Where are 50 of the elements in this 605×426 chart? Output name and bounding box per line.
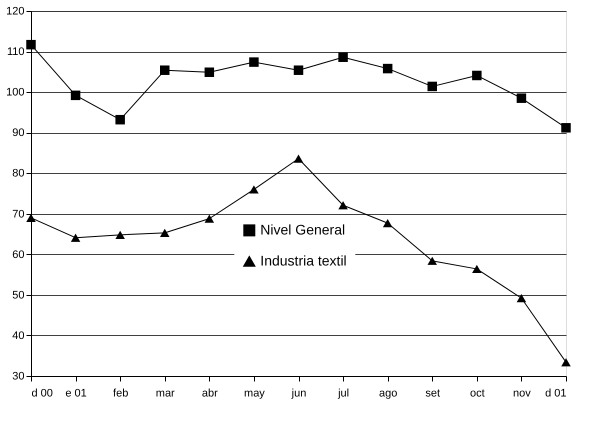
point (338, 52, 348, 62)
x-tick-label: ago (378, 388, 398, 400)
x-tick-label: abr (202, 388, 218, 400)
y-tick-label: 120 (6, 6, 24, 18)
y-tick-label: 50 (12, 289, 24, 302)
point (294, 65, 304, 75)
y-tick-label: 30 (12, 370, 24, 382)
legend-label: Nivel General (260, 221, 346, 238)
legend-label: Industria textil (260, 252, 347, 268)
point (382, 219, 392, 228)
point (516, 294, 526, 302)
x-tick-label: d 01 (545, 388, 566, 400)
point (561, 123, 571, 133)
point (472, 70, 482, 80)
point (115, 230, 125, 239)
x-tick-label: nov (513, 388, 532, 400)
x-tick-label: d 00 (32, 388, 53, 400)
x-tick-label: mar (156, 388, 176, 400)
point (160, 228, 170, 237)
x-tick-label: jul (337, 388, 350, 400)
point (294, 154, 304, 163)
point (338, 201, 348, 210)
point (428, 82, 437, 92)
y-tick-label: 100 (6, 86, 24, 99)
x-tick-label: e 01 (65, 388, 87, 400)
y-tick-label: 40 (12, 330, 24, 342)
point (561, 358, 571, 366)
x-tick-label: feb (113, 388, 128, 400)
x-tick-label: oct (470, 388, 485, 400)
point (160, 65, 170, 75)
y-tick-label: 60 (12, 248, 24, 261)
x-tick-label: jun (290, 388, 306, 400)
y-tick-label: 110 (6, 46, 24, 58)
point (428, 256, 437, 265)
y-tick-label: 90 (12, 127, 24, 140)
point (382, 64, 392, 74)
y-tick-label: 70 (12, 208, 24, 220)
point (472, 264, 482, 274)
point (204, 214, 214, 223)
point (115, 114, 125, 124)
x-tick-label: may (244, 388, 266, 400)
point (249, 57, 259, 67)
point (516, 93, 526, 103)
point (70, 234, 80, 242)
point (249, 185, 259, 194)
point (70, 90, 80, 100)
x-tick-label: set (425, 388, 440, 400)
point (26, 40, 36, 50)
y-tick-label: 80 (12, 168, 24, 180)
point (204, 67, 214, 77)
